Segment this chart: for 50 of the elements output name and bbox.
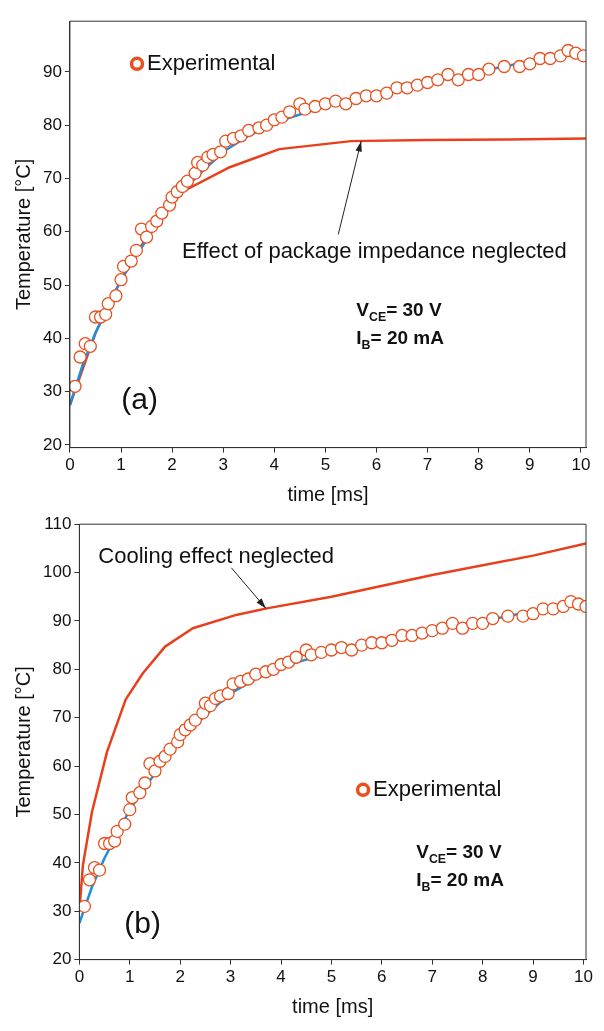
y-tick-label: 30 <box>42 381 62 401</box>
x-tick-label: 8 <box>477 967 488 987</box>
annotation: Effect of package impedance neglected <box>181 237 567 263</box>
legend-label: Experimental <box>373 775 502 801</box>
x-tick-label: 9 <box>528 967 538 987</box>
y-tick-label: 20 <box>52 949 72 969</box>
y-tick-label: 20 <box>42 434 62 454</box>
y-tick-label: 50 <box>52 804 72 824</box>
y-axis-title: Temperature [°C] <box>11 158 34 311</box>
x-tick-label: 1 <box>116 455 126 475</box>
y-tick-label: 60 <box>42 221 62 241</box>
y-tick-label: 40 <box>42 328 62 348</box>
y-tick-label: 30 <box>52 900 72 920</box>
annotation: (a) <box>121 381 158 415</box>
y-tick-label: 60 <box>52 755 72 775</box>
x-tick-label: 10 <box>574 967 593 987</box>
x-axis-title: time [ms] <box>292 994 374 1017</box>
y-tick-label: 90 <box>42 61 62 81</box>
y-tick-label: 50 <box>42 274 62 294</box>
x-tick-label: 3 <box>225 967 236 987</box>
y-tick-label: 80 <box>52 659 72 679</box>
x-tick-label: 6 <box>377 967 387 987</box>
x-tick-label: 0 <box>65 455 75 475</box>
legend-label: Experimental <box>147 49 276 75</box>
y-tick-label: 90 <box>52 610 72 630</box>
x-tick-label: 2 <box>175 967 185 987</box>
y-axis-title: Temperature [°C] <box>11 666 34 818</box>
x-tick-label: 1 <box>125 967 135 987</box>
x-tick-label: 7 <box>422 455 433 475</box>
x-tick-label: 5 <box>326 967 337 987</box>
annotation: (b) <box>124 906 162 940</box>
x-tick-label: 10 <box>571 455 591 475</box>
y-tick-label: 40 <box>52 852 72 872</box>
x-tick-label: 2 <box>167 455 177 475</box>
x-axis-title: time [ms] <box>287 482 369 505</box>
y-tick-label: 80 <box>42 114 62 134</box>
x-tick-label: 5 <box>320 455 331 475</box>
x-tick-label: 4 <box>276 967 286 987</box>
x-tick-label: 6 <box>371 455 382 475</box>
x-tick-label: 8 <box>473 455 484 475</box>
x-tick-label: 9 <box>525 455 535 475</box>
y-tick-label: 110 <box>44 513 72 533</box>
x-tick-label: 4 <box>269 455 280 475</box>
x-tick-label: 3 <box>218 455 228 475</box>
y-tick-label: 70 <box>52 707 72 727</box>
y-tick-label: 100 <box>42 562 72 582</box>
x-tick-label: 7 <box>427 967 437 987</box>
annotation: Cooling effect neglected <box>98 542 334 568</box>
x-tick-label: 0 <box>74 967 85 987</box>
y-tick-label: 70 <box>42 168 62 188</box>
